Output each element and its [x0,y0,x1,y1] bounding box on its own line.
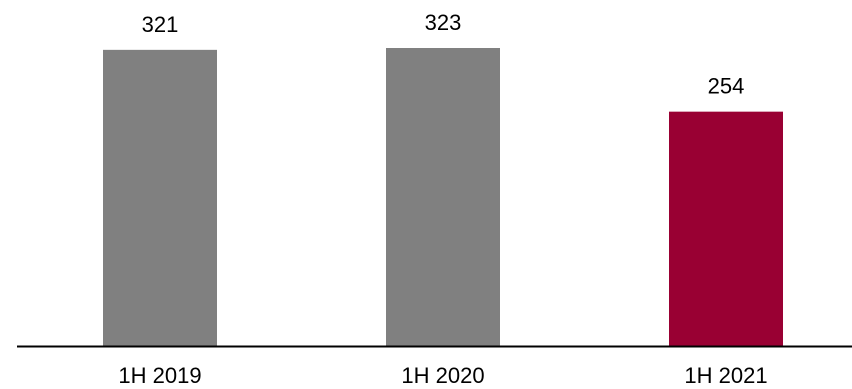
value-label: 254 [708,74,745,99]
x-tick-labels-group: 1H 2019 1H 2020 1H 2021 [118,363,767,388]
value-labels-group: 321 323 254 [142,10,745,99]
x-tick-label: 1H 2021 [684,363,767,388]
bar-1h-2019 [103,49,217,346]
bar-1h-2020 [386,48,500,346]
x-tick-label: 1H 2020 [401,363,484,388]
x-tick-label: 1H 2019 [118,363,201,388]
value-label: 323 [425,10,462,35]
bars-group [103,48,783,346]
bar-1h-2021 [669,111,783,346]
value-label: 321 [142,12,179,37]
